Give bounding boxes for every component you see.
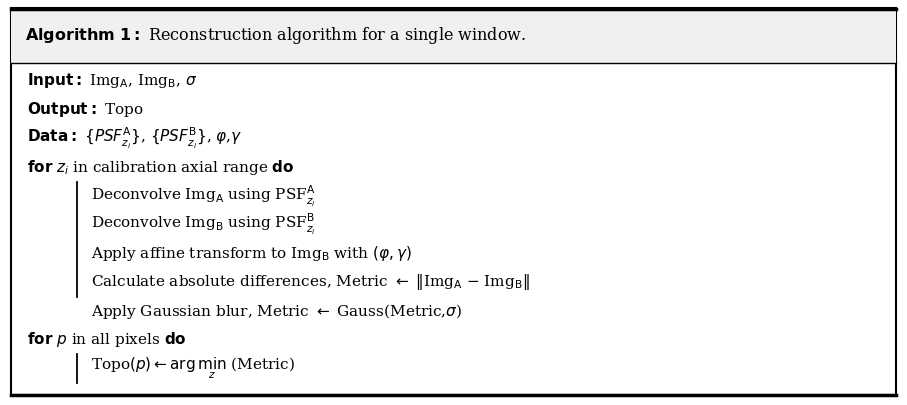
- Text: $\mathbf{for}$ $p$ in all pixels $\mathbf{do}$: $\mathbf{for}$ $p$ in all pixels $\mathb…: [27, 330, 187, 349]
- Text: $\mathbf{Output:}$ Topo: $\mathbf{Output:}$ Topo: [27, 100, 144, 119]
- Text: $\mathbf{Algorithm\ 1:}$ Reconstruction algorithm for a single window.: $\mathbf{Algorithm\ 1:}$ Reconstruction …: [25, 25, 526, 46]
- Bar: [11, 8, 896, 63]
- Text: Topo$(p) \leftarrow \arg\min_z$ (Metric): Topo$(p) \leftarrow \arg\min_z$ (Metric): [91, 356, 295, 381]
- Text: $\mathbf{for}$ $z_i$ in calibration axial range $\mathbf{do}$: $\mathbf{for}$ $z_i$ in calibration axia…: [27, 158, 295, 177]
- Text: Deconvolve Img$_\mathrm{A}$ using PSF$^{\mathrm{A}}_{z_i}$: Deconvolve Img$_\mathrm{A}$ using PSF$^{…: [91, 183, 316, 209]
- Text: Deconvolve Img$_\mathrm{B}$ using PSF$^{\mathrm{B}}_{z_i}$: Deconvolve Img$_\mathrm{B}$ using PSF$^{…: [91, 212, 316, 237]
- Text: $\mathbf{Input:}$ Img$_\mathrm{A}$, Img$_\mathrm{B}$, $\sigma$: $\mathbf{Input:}$ Img$_\mathrm{A}$, Img$…: [27, 72, 198, 90]
- Text: Calculate absolute differences, Metric $\leftarrow$ $\|$Img$_\mathrm{A}$ $-$ Img: Calculate absolute differences, Metric $…: [91, 272, 530, 292]
- Text: $\mathbf{Data:}$ $\{PSF^{\mathrm{A}}_{z_i}\}$, $\{PSF^{\mathrm{B}}_{z_i}\}$, $\v: $\mathbf{Data:}$ $\{PSF^{\mathrm{A}}_{z_…: [27, 126, 242, 151]
- Text: Apply affine transform to Img$_\mathrm{B}$ with $(\varphi, \gamma)$: Apply affine transform to Img$_\mathrm{B…: [91, 244, 412, 263]
- Text: Apply Gaussian blur, Metric $\leftarrow$ Gauss(Metric,$\sigma$): Apply Gaussian blur, Metric $\leftarrow$…: [91, 302, 462, 320]
